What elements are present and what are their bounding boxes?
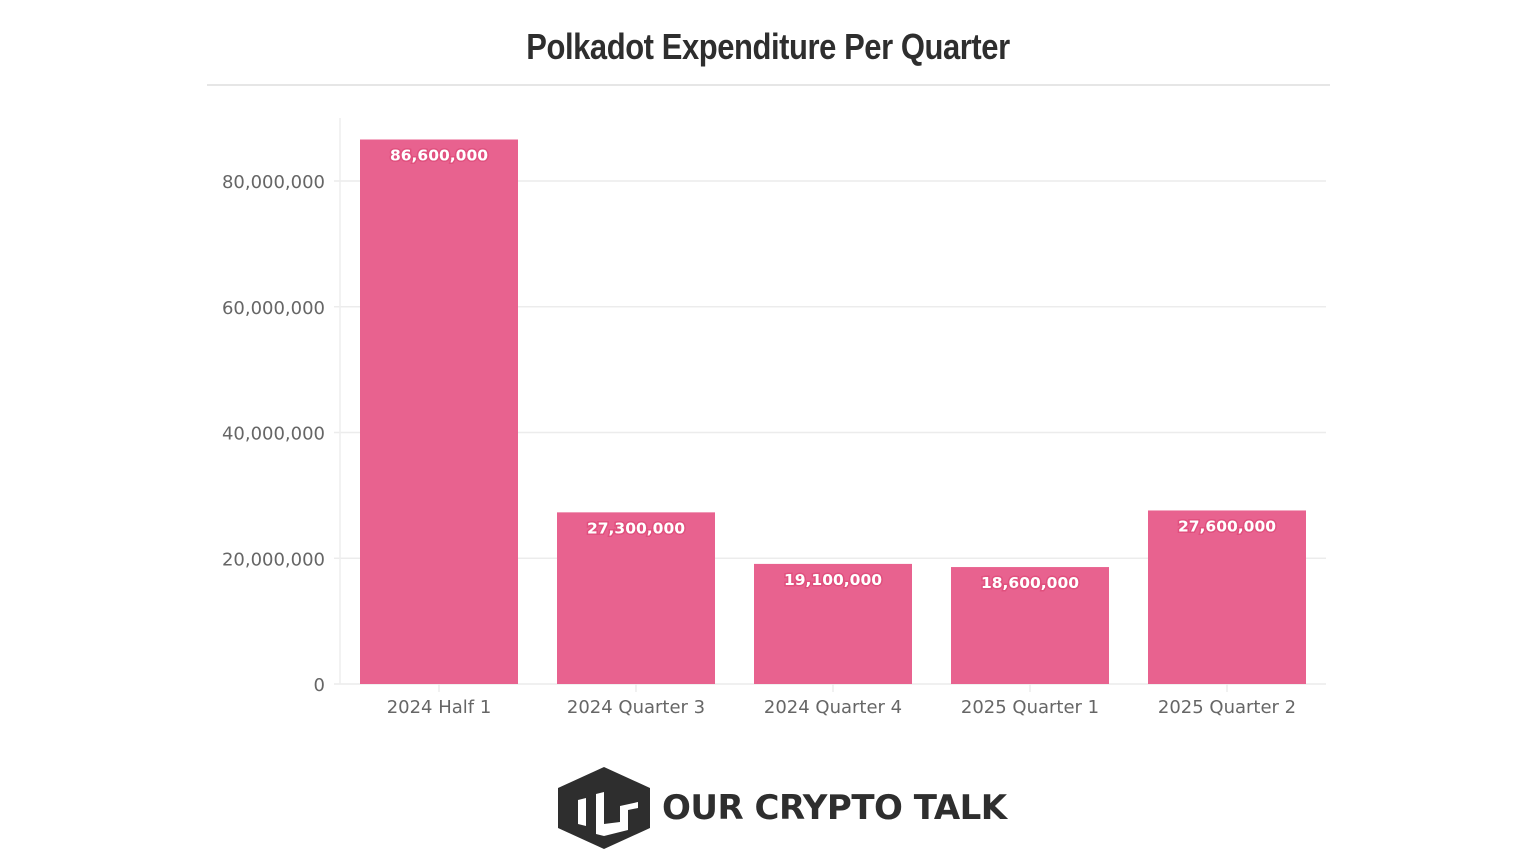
bar[interactable] xyxy=(360,139,518,684)
x-tick-label: 2025 Quarter 1 xyxy=(961,697,1099,718)
y-tick-labels: 0 20,000,000 40,000,000 60,000,000 80,000,00… xyxy=(222,172,325,696)
y-tick-label: 80,000,000 xyxy=(222,172,325,193)
bars xyxy=(360,139,1306,684)
x-tick-label: 2024 Quarter 4 xyxy=(764,697,902,718)
brand-logo: OUR CRYPTO TALK xyxy=(556,766,1007,850)
our-crypto-talk-hexagon-icon xyxy=(558,767,650,849)
bar[interactable] xyxy=(951,567,1109,684)
data-labels: 86,600,000 27,300,000 19,100,000 18,600,000… xyxy=(388,145,1277,594)
axes xyxy=(339,118,1228,692)
data-label: 19,100,000 xyxy=(784,571,882,589)
x-tick-labels: 2024 Half 1 2024 Quarter 3 2024 Quarter 4 2… xyxy=(387,697,1296,718)
x-tick-label: 2024 Quarter 3 xyxy=(567,697,705,718)
x-tick-label: 2024 Half 1 xyxy=(387,697,492,718)
data-label: 27,300,000 xyxy=(587,519,685,537)
data-label: 18,600,000 xyxy=(981,574,1079,592)
title-divider xyxy=(207,84,1330,86)
y-tick-label: 20,000,000 xyxy=(222,549,325,570)
data-label: 86,600,000 xyxy=(390,147,488,165)
bar[interactable] xyxy=(557,512,715,684)
y-tick-label: 40,000,000 xyxy=(222,424,325,445)
y-tick-label: 0 xyxy=(314,675,325,696)
data-label: 27,600,000 xyxy=(1178,517,1276,535)
bar[interactable] xyxy=(1148,510,1306,684)
y-tick-label: 60,000,000 xyxy=(222,298,325,319)
bar[interactable] xyxy=(754,563,912,684)
x-tick-label: 2025 Quarter 2 xyxy=(1158,697,1296,718)
chart-title: Polkadot Expenditure Per Quarter xyxy=(526,26,1010,67)
logo-text: OUR CRYPTO TALK xyxy=(662,788,1007,828)
